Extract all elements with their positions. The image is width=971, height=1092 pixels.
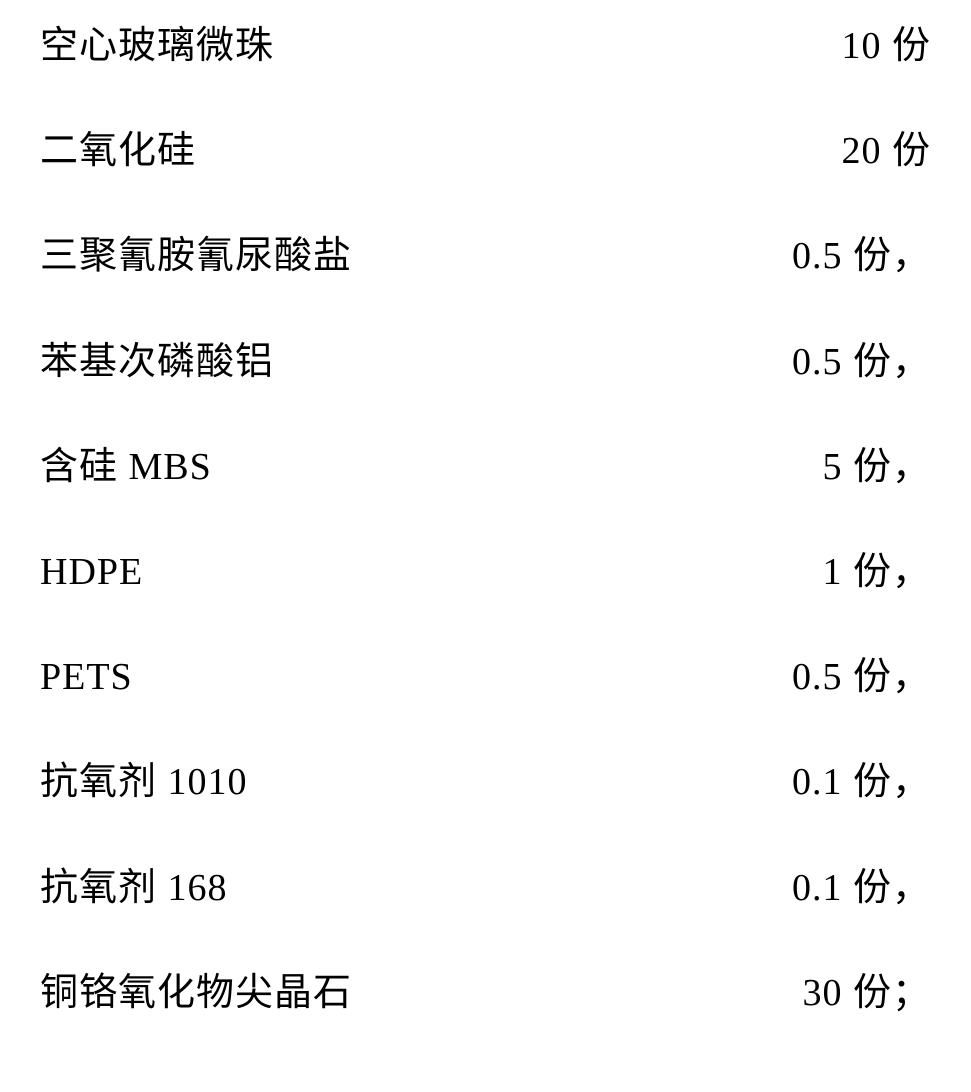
list-item: HDPE 1 份， xyxy=(40,546,931,599)
ingredient-label: HDPE xyxy=(40,546,143,599)
list-item: 三聚氰胺氰尿酸盐 0.5 份， xyxy=(40,230,931,283)
ingredient-label: 空心玻璃微珠 xyxy=(40,20,274,73)
ingredient-value: 1 份， xyxy=(822,546,931,599)
list-item: 铜铬氧化物尖晶石 30 份； xyxy=(40,967,931,1020)
ingredient-value: 0.1 份， xyxy=(792,862,931,915)
list-item: 含硅 MBS 5 份， xyxy=(40,441,931,494)
ingredient-value: 5 份， xyxy=(822,441,931,494)
ingredient-label: 铜铬氧化物尖晶石 xyxy=(40,967,352,1020)
ingredient-value: 0.1 份， xyxy=(792,756,931,809)
ingredient-value: 0.5 份， xyxy=(792,230,931,283)
ingredient-label: 苯基次磷酸铝 xyxy=(40,336,274,389)
list-item: 苯基次磷酸铝 0.5 份， xyxy=(40,336,931,389)
list-item: 空心玻璃微珠 10 份 xyxy=(40,20,931,73)
ingredient-label: 抗氧剂 168 xyxy=(40,862,228,915)
ingredient-value: 20 份 xyxy=(841,125,931,178)
ingredient-label: 含硅 MBS xyxy=(40,441,212,494)
ingredient-value: 30 份； xyxy=(802,967,931,1020)
ingredient-value: 10 份 xyxy=(841,20,931,73)
ingredient-value: 0.5 份， xyxy=(792,651,931,704)
ingredient-list: 空心玻璃微珠 10 份 二氧化硅 20 份 三聚氰胺氰尿酸盐 0.5 份， 苯基… xyxy=(0,0,971,1092)
ingredient-value: 0.5 份， xyxy=(792,336,931,389)
ingredient-label: 抗氧剂 1010 xyxy=(40,756,248,809)
list-item: 抗氧剂 1010 0.1 份， xyxy=(40,756,931,809)
ingredient-label: PETS xyxy=(40,651,133,704)
list-item: PETS 0.5 份， xyxy=(40,651,931,704)
list-item: 抗氧剂 168 0.1 份， xyxy=(40,862,931,915)
ingredient-label: 三聚氰胺氰尿酸盐 xyxy=(40,230,352,283)
ingredient-label: 二氧化硅 xyxy=(40,125,196,178)
list-item: 二氧化硅 20 份 xyxy=(40,125,931,178)
